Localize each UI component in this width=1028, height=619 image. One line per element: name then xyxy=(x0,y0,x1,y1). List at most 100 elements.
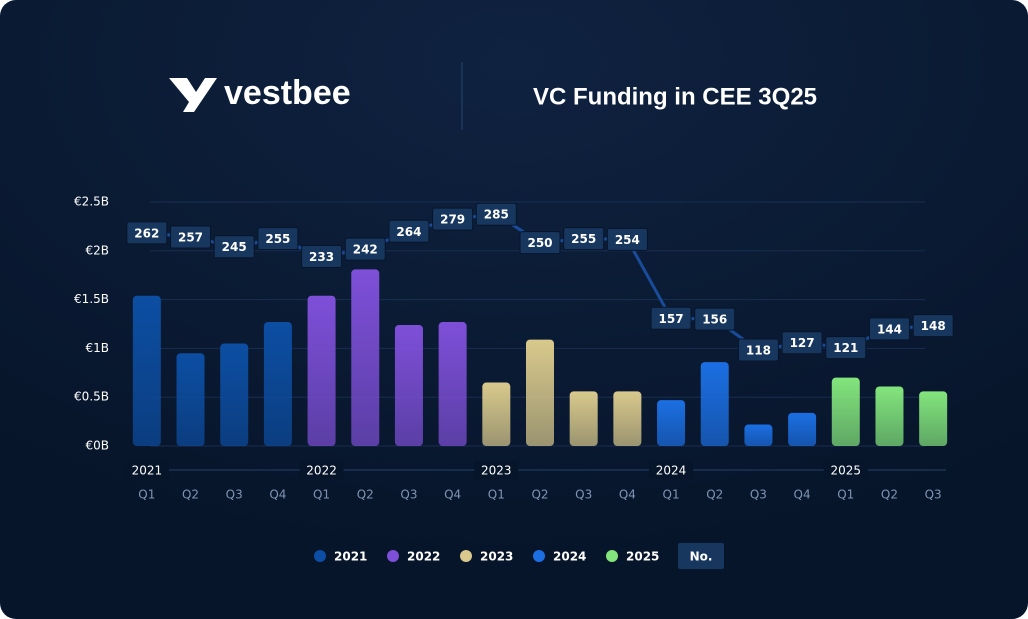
bar xyxy=(657,400,686,446)
value-label-box xyxy=(563,227,605,251)
bar xyxy=(307,295,336,446)
value-label-box xyxy=(475,202,517,226)
x-tick-label: Q1 xyxy=(313,488,330,502)
x-tick-label: Q4 xyxy=(444,488,461,502)
x-tick-label: Q2 xyxy=(357,488,374,502)
x-tick-label: Q3 xyxy=(925,488,942,502)
bar xyxy=(613,391,642,446)
x-tick-label: Q4 xyxy=(794,488,811,502)
brand-name: vestbee xyxy=(224,74,351,112)
year-label: 2025 xyxy=(831,464,862,478)
value-label-box xyxy=(781,331,823,355)
value-label: 156 xyxy=(702,313,727,327)
value-label: 279 xyxy=(440,213,465,227)
value-label: 245 xyxy=(222,240,247,254)
x-tick-label: Q3 xyxy=(750,488,767,502)
bar xyxy=(919,391,948,446)
x-tick-label: Q3 xyxy=(400,488,417,502)
value-label-box xyxy=(257,227,299,251)
bar xyxy=(176,353,205,446)
bar xyxy=(263,322,292,446)
value-label: 262 xyxy=(134,226,159,240)
bar xyxy=(875,386,904,446)
value-label: 118 xyxy=(746,344,771,358)
value-label: 257 xyxy=(178,230,203,244)
value-label-box xyxy=(213,235,255,259)
legend-swatch xyxy=(314,550,326,562)
year-label: 2023 xyxy=(481,464,512,478)
value-label: 242 xyxy=(353,243,378,257)
legend-label: 2024 xyxy=(553,550,586,564)
value-label: 264 xyxy=(396,225,421,239)
value-label: 233 xyxy=(309,250,334,264)
y-tick-label: €2.5B xyxy=(74,195,109,209)
bar xyxy=(569,391,598,446)
value-label: 127 xyxy=(790,336,815,350)
legend-label: 2023 xyxy=(480,550,513,564)
year-label: 2022 xyxy=(306,464,337,478)
value-label-box xyxy=(388,219,430,243)
year-label: 2021 xyxy=(132,464,163,478)
legend-label: 2021 xyxy=(334,550,367,564)
value-label: 121 xyxy=(833,341,858,355)
x-tick-label: Q1 xyxy=(488,488,505,502)
bar xyxy=(482,382,511,446)
value-label-box xyxy=(694,307,736,331)
x-tick-label: Q2 xyxy=(182,488,199,502)
value-label: 255 xyxy=(265,232,290,246)
legend-label: 2022 xyxy=(407,550,440,564)
legend-swatch xyxy=(533,550,545,562)
value-label-box xyxy=(737,338,779,362)
y-tick-label: €1.5B xyxy=(74,292,109,306)
value-label-box xyxy=(344,237,386,261)
value-label-box xyxy=(825,336,867,360)
brand-logo: vestbee xyxy=(169,74,351,112)
x-tick-label: Q2 xyxy=(706,488,723,502)
year-label-bg xyxy=(299,461,344,479)
x-tick-label: Q1 xyxy=(837,488,854,502)
value-label: 255 xyxy=(571,232,596,246)
x-tick-label: Q2 xyxy=(881,488,898,502)
bar xyxy=(438,322,467,446)
x-tick-label: Q3 xyxy=(575,488,592,502)
logo-icon xyxy=(169,78,217,112)
bar xyxy=(394,324,423,446)
value-label: 157 xyxy=(659,312,684,326)
x-tick-label: Q4 xyxy=(619,488,636,502)
value-label-box xyxy=(650,306,692,330)
bar xyxy=(788,412,817,446)
x-tick-label: Q4 xyxy=(269,488,286,502)
value-label-box xyxy=(912,314,954,338)
x-tick-label: Q1 xyxy=(663,488,680,502)
year-label-bg xyxy=(124,461,169,479)
bar xyxy=(526,339,554,446)
value-label-box xyxy=(606,227,648,251)
value-label: 148 xyxy=(921,319,946,333)
bar xyxy=(132,295,161,446)
y-tick-label: €0B xyxy=(85,439,109,453)
bar xyxy=(744,424,773,446)
legend-box xyxy=(678,543,724,569)
legend-swatch xyxy=(460,550,472,562)
x-tick-label: Q3 xyxy=(226,488,243,502)
legend-label: No. xyxy=(690,550,713,564)
value-label: 250 xyxy=(527,236,552,250)
bar xyxy=(831,377,860,446)
value-label: 254 xyxy=(615,233,640,247)
value-label-box xyxy=(170,225,212,249)
value-label-box xyxy=(519,231,561,255)
y-tick-label: €2B xyxy=(85,243,109,257)
year-label-bg xyxy=(649,461,694,479)
legend-swatch xyxy=(387,550,399,562)
x-tick-label: Q2 xyxy=(531,488,548,502)
bar xyxy=(351,269,380,446)
year-label: 2024 xyxy=(656,464,687,478)
bar xyxy=(220,343,249,446)
value-label-box xyxy=(432,207,474,231)
y-tick-label: €1B xyxy=(85,341,109,355)
value-label: 285 xyxy=(484,208,509,222)
legend-swatch xyxy=(606,550,618,562)
year-label-bg xyxy=(823,461,868,479)
